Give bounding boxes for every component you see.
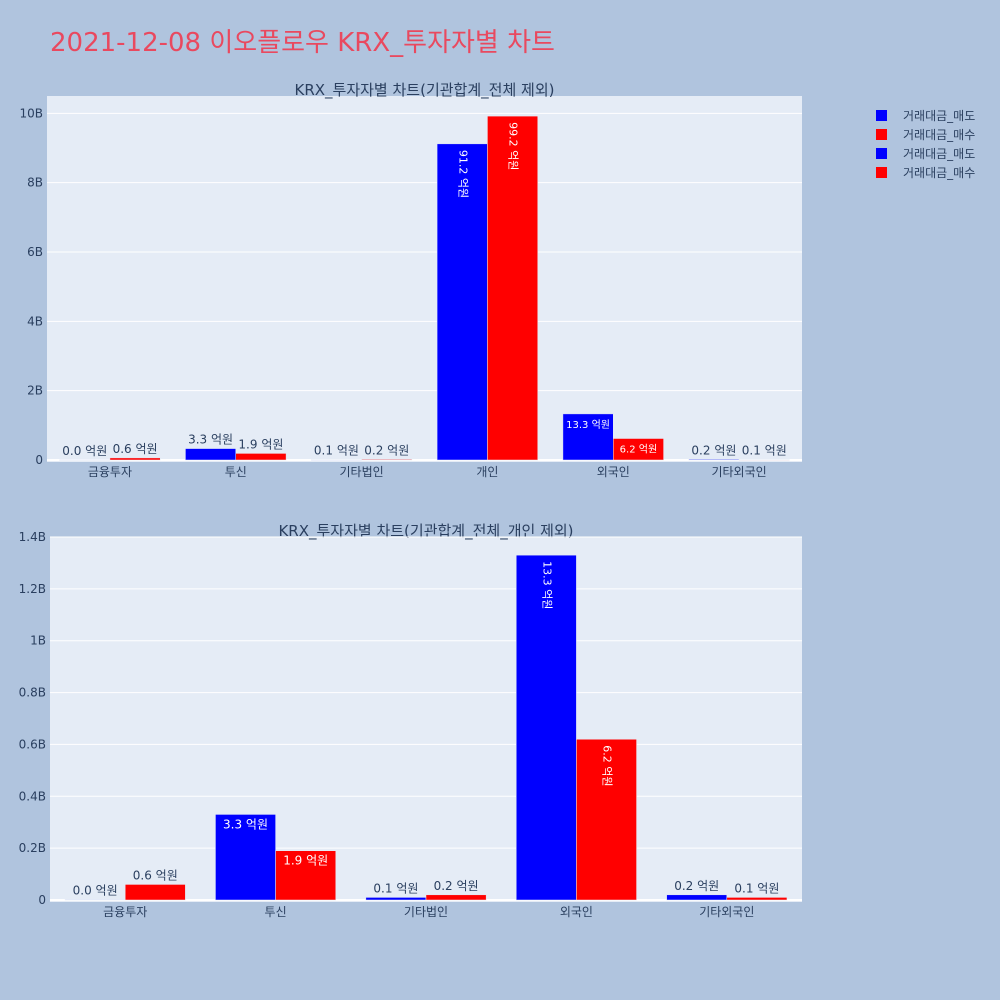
x-tick-label: 기타외국인 — [711, 465, 766, 479]
bar — [64, 899, 126, 901]
data-label: 0.2 억원 — [364, 443, 409, 457]
x-tick-label: 기타외국인 — [699, 905, 754, 919]
bar — [215, 814, 276, 901]
bar — [613, 438, 664, 461]
bar — [726, 897, 788, 901]
bar — [666, 894, 728, 901]
y-tick-label: 0.4B — [19, 789, 46, 803]
data-label: 0.2 억원 — [434, 879, 479, 893]
bar — [576, 738, 637, 901]
data-label: 0.2 억원 — [674, 879, 719, 893]
chart-title: KRX_투자자별 차트(기관합계_전체_개인 제외) — [278, 522, 573, 541]
bar — [235, 453, 287, 461]
x-tick-label: 투신 — [225, 465, 247, 479]
data-label: 0.1 억원 — [373, 881, 418, 895]
legend-swatch — [876, 148, 887, 159]
x-tick-label: 금융투자 — [88, 465, 132, 479]
legend-label: 거래대금_매도 — [903, 147, 976, 161]
data-label: 1.9 억원 — [283, 854, 328, 868]
data-label: 0.0 억원 — [73, 883, 118, 897]
y-tick-label: 0.8B — [19, 686, 46, 700]
data-label: 91.2 억원 — [456, 150, 469, 198]
data-label: 1.9 억원 — [238, 437, 283, 451]
y-tick-label: 10B — [19, 106, 43, 120]
legend-item[interactable]: 거래대금_매도 — [876, 106, 975, 125]
legend-item[interactable]: 거래대금_매수 — [876, 125, 975, 144]
data-label: 6.2 억원 — [600, 745, 613, 786]
data-label: 0.1 억원 — [734, 881, 779, 895]
y-tick-label: 0 — [38, 893, 46, 907]
data-label: 13.3 억원 — [566, 419, 610, 431]
data-label: 0.2 억원 — [691, 443, 736, 457]
data-label: 99.2 억원 — [507, 122, 520, 170]
bar — [361, 459, 413, 461]
page-title: 2021-12-08 이오플로우 KRX_투자자별 차트 — [50, 28, 555, 58]
y-tick-label: 8B — [27, 176, 43, 190]
data-label: 13.3 억원 — [540, 561, 553, 609]
x-tick-label: 기타법인 — [339, 465, 383, 479]
bar — [688, 459, 740, 461]
bar — [738, 459, 790, 461]
x-tick-label: 기타법인 — [404, 905, 448, 919]
x-tick-label: 금융투자 — [103, 905, 147, 919]
bar — [515, 554, 577, 901]
legend-item[interactable]: 거래대금_매도 — [876, 144, 975, 163]
data-label: 6.2 억원 — [620, 444, 657, 456]
legend-label: 거래대금_매수 — [903, 166, 976, 180]
bar — [562, 413, 614, 461]
y-tick-label: 2B — [27, 384, 43, 398]
data-label: 3.3 억원 — [223, 817, 268, 831]
plot-area — [50, 537, 802, 902]
data-label: 0.6 억원 — [133, 868, 178, 882]
data-label: 0.1 억원 — [742, 444, 787, 458]
x-tick-label: 외국인 — [597, 465, 630, 479]
y-tick-label: 0.6B — [19, 737, 46, 751]
chart-title: KRX_투자자별 차트(기관합계_전체 제외) — [295, 81, 555, 100]
y-tick-label: 0.2B — [19, 841, 46, 855]
plot-area — [47, 96, 802, 462]
data-label: 3.3 억원 — [188, 433, 233, 447]
legend-item[interactable]: 거래대금_매수 — [876, 163, 975, 182]
x-tick-label: 외국인 — [560, 905, 593, 919]
bar — [275, 850, 337, 901]
bar — [425, 894, 487, 901]
y-tick-label: 1.4B — [19, 530, 46, 544]
bar — [59, 459, 111, 461]
y-tick-label: 6B — [27, 245, 43, 259]
x-tick-label: 개인 — [476, 465, 498, 479]
data-label: 0.6 억원 — [113, 442, 158, 456]
y-tick-label: 1B — [30, 634, 46, 648]
y-tick-label: 1.2B — [19, 582, 46, 596]
data-label: 0.1 억원 — [314, 444, 359, 458]
bar — [311, 459, 362, 461]
legend-label: 거래대금_매수 — [903, 128, 976, 142]
bar — [365, 897, 427, 901]
bar — [185, 448, 237, 461]
y-tick-label: 0 — [35, 453, 43, 467]
legend-swatch — [876, 110, 887, 121]
legend[interactable]: 거래대금_매도 거래대금_매수 거래대금_매도 거래대금_매수 — [876, 106, 975, 182]
bar — [124, 884, 186, 901]
bar — [109, 457, 161, 461]
data-label: 0.0 억원 — [62, 444, 107, 458]
legend-swatch — [876, 129, 887, 140]
legend-label: 거래대금_매도 — [903, 109, 976, 123]
bar — [487, 115, 538, 461]
y-tick-label: 4B — [27, 314, 43, 328]
x-tick-label: 투신 — [265, 905, 287, 919]
legend-swatch — [876, 167, 887, 178]
